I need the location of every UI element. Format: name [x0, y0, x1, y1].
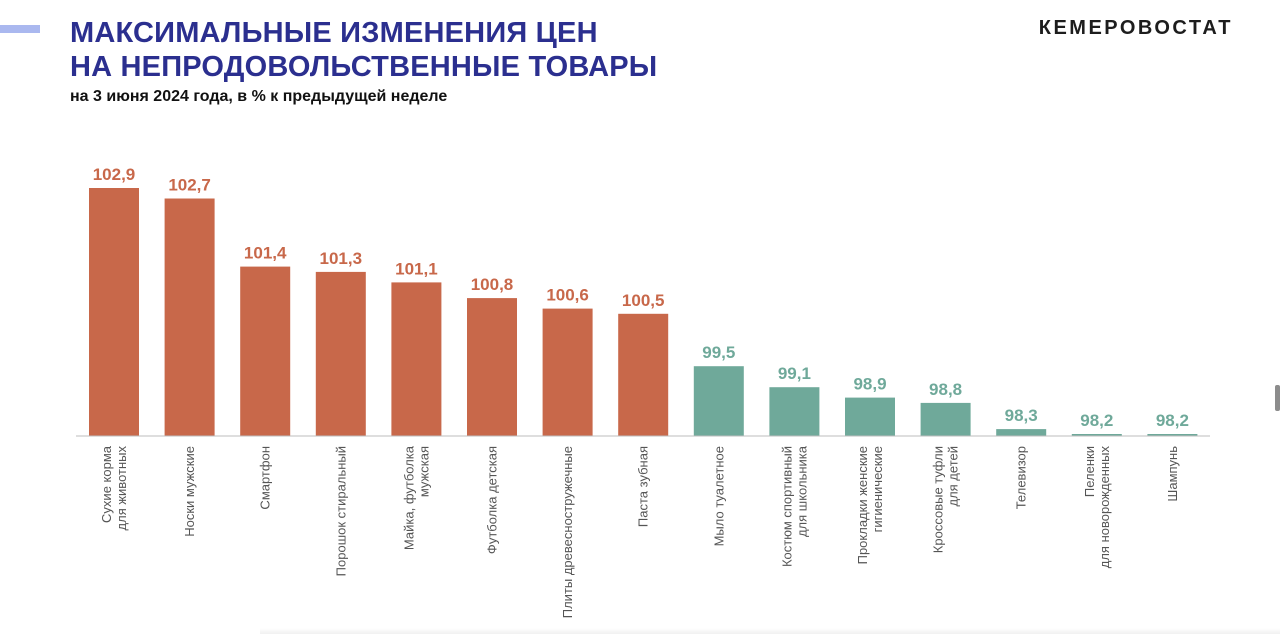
bar-6 — [542, 308, 593, 436]
brand-logo-text: КЕМЕРОВОСТАТ — [1038, 17, 1233, 39]
bar-3 — [315, 271, 366, 436]
bar-value-label-0: 102,9 — [93, 165, 136, 184]
category-label-line: Пеленки — [1082, 446, 1097, 497]
category-label-13: Пеленки для новорожденных — [1082, 446, 1112, 569]
category-label-line: Носки мужские — [182, 446, 197, 537]
category-label-10: Прокладки женские гигиенические — [855, 446, 885, 564]
category-label-2: Смартфон — [258, 446, 273, 510]
bar-value-label-9: 99,1 — [778, 364, 811, 383]
scrollbar-handle[interactable] — [1275, 385, 1280, 411]
category-label-1: Носки мужские — [182, 446, 197, 537]
bar-10 — [845, 397, 895, 436]
bottom-shadow — [260, 628, 1280, 634]
category-label-3: Порошок стиральный — [333, 446, 348, 576]
bar-14 — [1147, 434, 1198, 436]
bar-8 — [693, 366, 744, 436]
category-label-line: мужская — [416, 446, 431, 497]
category-label-5: Футболка детская — [485, 446, 500, 554]
bar-4 — [391, 282, 442, 436]
category-label-line: Мыло туалетное — [711, 446, 726, 546]
category-label-line: Футболка детская — [485, 446, 500, 554]
bar-13 — [1071, 434, 1122, 436]
category-label-7: Паста зубная — [636, 446, 651, 527]
bar-value-label-1: 102,7 — [168, 176, 211, 195]
bar-12 — [996, 429, 1047, 436]
page-subtitle: на 3 июня 2024 года, в % к предыдущей не… — [70, 88, 448, 105]
bar-value-label-6: 100,6 — [546, 286, 589, 305]
bar-2 — [240, 266, 291, 436]
bar-9 — [769, 387, 820, 436]
bar-value-label-10: 98,9 — [853, 375, 886, 394]
category-label-line: Смартфон — [258, 446, 273, 510]
bar-value-label-12: 98,3 — [1005, 406, 1038, 425]
bar-value-label-2: 101,4 — [244, 244, 287, 263]
title-line-1: МАКСИМАЛЬНЫЕ ИЗМЕНЕНИЯ ЦЕН — [70, 17, 598, 49]
bar-value-label-14: 98,2 — [1156, 411, 1189, 430]
bar-11 — [920, 402, 971, 436]
category-label-line: Плиты древесностружечные — [560, 446, 575, 618]
category-label-6: Плиты древесностружечные — [560, 446, 575, 618]
category-label-line: Шампунь — [1165, 446, 1180, 502]
bar-0 — [89, 188, 139, 436]
category-label-8: Мыло туалетное — [711, 446, 726, 546]
category-label-line: для новорожденных — [1097, 446, 1112, 569]
category-label-4: Майка, футболка мужская — [401, 445, 431, 550]
category-label-line: Порошок стиральный — [333, 446, 348, 576]
accent-bar — [0, 25, 40, 33]
bar-5 — [467, 298, 517, 436]
category-label-line: Телевизор — [1014, 446, 1029, 509]
bar-value-label-13: 98,2 — [1080, 411, 1113, 430]
category-label-line: для школьника — [794, 445, 809, 537]
category-label-14: Шампунь — [1165, 446, 1180, 502]
category-label-line: Костюм спортивный — [779, 446, 794, 567]
category-label-line: Майка, футболка — [401, 445, 416, 550]
page-title: МАКСИМАЛЬНЫЕ ИЗМЕНЕНИЯ ЦЕН НА НЕПРОДОВОЛ… — [70, 16, 657, 84]
category-label-0: Сухие корма для животных — [99, 445, 129, 530]
category-label-9: Костюм спортивный для школьника — [779, 445, 809, 567]
bar-1 — [164, 198, 215, 436]
category-label-line: Прокладки женские — [855, 446, 870, 564]
category-label-line: Паста зубная — [636, 446, 651, 527]
bar-value-label-7: 100,5 — [622, 291, 665, 310]
category-label-line: Сухие корма — [99, 445, 114, 523]
category-label-12: Телевизор — [1014, 446, 1029, 509]
category-label-line: для животных — [114, 446, 129, 531]
bar-7 — [618, 313, 669, 436]
category-label-line: гигиенические — [870, 446, 885, 532]
title-line-2: НА НЕПРОДОВОЛЬСТВЕННЫЕ ТОВАРЫ — [70, 51, 658, 83]
bar-value-label-3: 101,3 — [320, 249, 363, 268]
category-label-line: Кроссовые туфли — [931, 446, 946, 553]
category-label-11: Кроссовые туфли для детей — [931, 446, 961, 553]
bar-value-label-11: 98,8 — [929, 380, 962, 399]
bar-value-label-4: 101,1 — [395, 259, 438, 278]
category-label-line: для детей — [946, 446, 961, 507]
bar-value-label-5: 100,8 — [471, 275, 514, 294]
bar-value-label-8: 99,5 — [702, 343, 735, 362]
